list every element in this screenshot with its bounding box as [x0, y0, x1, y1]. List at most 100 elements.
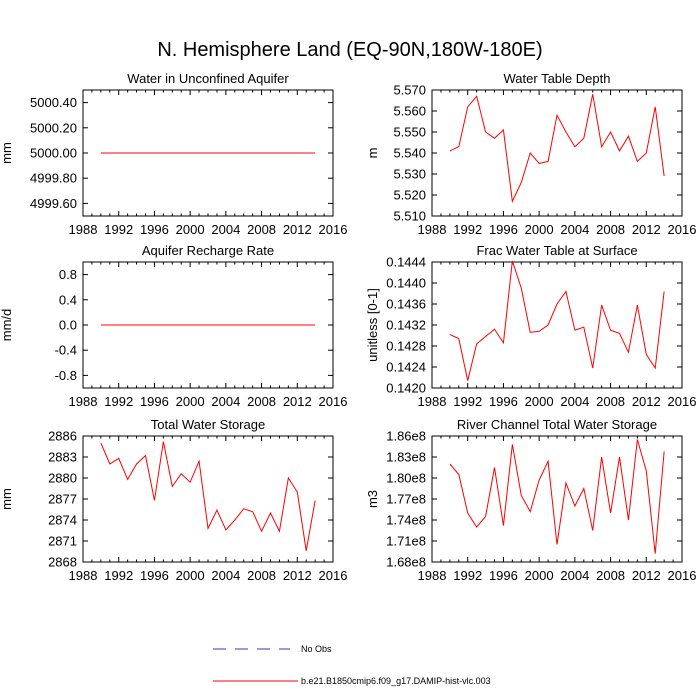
panel-frac-water-table-at-surface: Frac Water Table at Surface 1988 1992 1996 2… — [365, 243, 696, 409]
y-tick-label: 5.530 — [393, 167, 426, 182]
y-tick-label: 1.71e8 — [386, 534, 426, 549]
x-tick-label: 2000 — [525, 222, 554, 237]
y-tick-label: 0.4 — [59, 292, 77, 307]
series-line — [449, 94, 665, 204]
x-tick-label: 1988 — [69, 568, 98, 583]
y-tick-label: 0.1432 — [386, 318, 426, 333]
x-tick-label: 2012 — [632, 222, 661, 237]
panel-aquifer-recharge-rate: Aquifer Recharge Rate 1988 1992 1996 2000 200… — [0, 243, 347, 409]
plot-frame — [431, 261, 683, 389]
y-axis-label: m3 — [365, 490, 380, 508]
panel-title: Aquifer Recharge Rate — [142, 243, 274, 258]
y-tick-label: 5000.40 — [30, 95, 77, 110]
y-tick-label: 2886 — [48, 429, 77, 444]
y-tick-label: 4999.80 — [30, 171, 77, 186]
x-tick-label: 1996 — [489, 394, 518, 409]
x-tick-label: 2008 — [596, 394, 625, 409]
y-tick-label: 1.74e8 — [386, 513, 426, 528]
x-tick-label: 2016 — [668, 394, 697, 409]
y-tick-label: 5.570 — [393, 83, 426, 98]
y-tick-label: 1.77e8 — [386, 492, 426, 507]
series-line — [449, 439, 665, 554]
y-tick-label: 5.520 — [393, 188, 426, 203]
legend: No Obs b.e21.B1850cmip6.f09_g17.DAMIP-hi… — [213, 644, 491, 686]
x-tick-label: 1992 — [104, 568, 133, 583]
x-tick-label: 1996 — [140, 394, 169, 409]
y-tick-label: 2883 — [48, 450, 77, 465]
x-tick-label: 2000 — [176, 394, 205, 409]
panel-title: Water in Unconfined Aquifer — [127, 71, 289, 86]
x-tick-label: 2000 — [176, 222, 205, 237]
y-tick-label: 1.86e8 — [386, 429, 426, 444]
x-tick-label: 2012 — [632, 394, 661, 409]
y-axis-label: unitless [0-1] — [365, 288, 380, 362]
x-tick-label: 1996 — [140, 568, 169, 583]
x-tick-label: 2012 — [283, 394, 312, 409]
y-tick-label: 0.1444 — [386, 255, 426, 270]
x-tick-label: 1992 — [104, 394, 133, 409]
x-tick-label: 1988 — [418, 568, 447, 583]
x-tick-label: 2008 — [596, 222, 625, 237]
x-tick-label: 1992 — [453, 394, 482, 409]
y-tick-label: 5000.20 — [30, 120, 77, 135]
panel-total-water-storage: Total Water Storage 1988 1992 1996 2000 2004 2… — [0, 417, 347, 583]
x-tick-label: 2016 — [319, 568, 348, 583]
y-tick-label: 0.8 — [59, 267, 77, 282]
y-tick-label: 0.1436 — [386, 297, 426, 312]
y-tick-label: 1.83e8 — [386, 450, 426, 465]
y-tick-label: 5.550 — [393, 125, 426, 140]
figure-title: N. Hemisphere Land (EQ-90N,180W-180E) — [157, 39, 542, 61]
x-tick-label: 1988 — [69, 222, 98, 237]
y-tick-label: 2880 — [48, 471, 77, 486]
x-tick-label: 2016 — [319, 222, 348, 237]
y-tick-label: 5.540 — [393, 146, 426, 161]
x-tick-label: 2004 — [560, 394, 589, 409]
plot-frame — [82, 435, 334, 563]
y-tick-label: -0.4 — [55, 343, 77, 358]
x-tick-label: 1996 — [489, 222, 518, 237]
x-tick-label: 2016 — [668, 568, 697, 583]
x-tick-label: 2000 — [525, 394, 554, 409]
legend-obs-label: No Obs — [301, 644, 332, 654]
y-tick-label: 0.1420 — [386, 381, 426, 396]
x-tick-label: 1992 — [453, 568, 482, 583]
y-tick-label: 0.1428 — [386, 339, 426, 354]
x-tick-label: 1996 — [140, 222, 169, 237]
x-tick-label: 2012 — [283, 222, 312, 237]
y-tick-label: 0.1424 — [386, 360, 426, 375]
x-tick-label: 1988 — [418, 394, 447, 409]
series-line — [449, 260, 665, 381]
y-axis-label: mm/d — [0, 309, 14, 342]
panel-title: Frac Water Table at Surface — [476, 243, 637, 258]
x-tick-label: 2008 — [247, 222, 276, 237]
y-axis-label: m — [365, 148, 380, 159]
x-tick-label: 2008 — [247, 394, 276, 409]
y-tick-label: 2868 — [48, 555, 77, 570]
panel-water-table-depth: Water Table Depth 1988 1992 1996 2000 2004 200… — [365, 71, 696, 237]
panel-title: Water Table Depth — [504, 71, 611, 86]
x-tick-label: 1988 — [418, 222, 447, 237]
x-tick-label: 1992 — [104, 222, 133, 237]
x-tick-label: 2016 — [668, 222, 697, 237]
x-tick-label: 2004 — [560, 222, 589, 237]
y-tick-label: 5.560 — [393, 104, 426, 119]
panel-title: River Channel Total Water Storage — [457, 417, 657, 432]
y-tick-label: 1.80e8 — [386, 471, 426, 486]
y-tick-label: 0.1440 — [386, 276, 426, 291]
panel-water-in-unconfined-aquifer: Water in Unconfined Aquifer 1988 1992 1996 2… — [0, 71, 347, 237]
x-tick-label: 2004 — [560, 568, 589, 583]
x-tick-label: 2016 — [319, 394, 348, 409]
y-axis-label: mm — [0, 142, 14, 164]
legend-model-label: b.e21.B1850cmip6.f09_g17.DAMIP-hist-vlc.… — [301, 676, 491, 686]
x-tick-label: 2012 — [632, 568, 661, 583]
x-tick-label: 2000 — [176, 568, 205, 583]
y-tick-label: 2877 — [48, 492, 77, 507]
x-tick-label: 1988 — [69, 394, 98, 409]
x-tick-label: 2004 — [211, 222, 240, 237]
x-tick-label: 2004 — [211, 568, 240, 583]
y-tick-label: 0.0 — [59, 318, 77, 333]
x-tick-label: 2008 — [247, 568, 276, 583]
x-tick-label: 2004 — [211, 394, 240, 409]
y-tick-label: 5000.00 — [30, 146, 77, 161]
x-tick-label: 2012 — [283, 568, 312, 583]
